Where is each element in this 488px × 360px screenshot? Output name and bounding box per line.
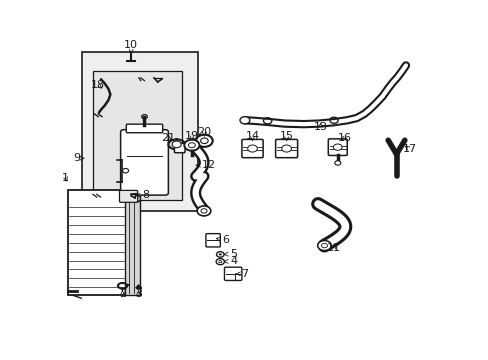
Text: 5: 5 — [224, 249, 237, 259]
Text: 19: 19 — [184, 131, 199, 141]
Circle shape — [122, 168, 128, 173]
FancyBboxPatch shape — [224, 267, 242, 280]
Text: 17: 17 — [402, 144, 416, 154]
Text: 4: 4 — [224, 256, 237, 266]
Circle shape — [197, 206, 210, 216]
FancyBboxPatch shape — [205, 234, 220, 247]
Text: 2: 2 — [119, 289, 126, 299]
FancyBboxPatch shape — [126, 124, 163, 133]
Circle shape — [200, 138, 208, 144]
Text: 9: 9 — [73, 153, 83, 163]
Text: 11: 11 — [326, 243, 340, 253]
Bar — [68, 190, 134, 296]
Text: 16: 16 — [337, 133, 351, 143]
Circle shape — [184, 140, 199, 151]
FancyBboxPatch shape — [119, 190, 138, 202]
Circle shape — [216, 258, 224, 265]
Circle shape — [240, 117, 249, 124]
Text: 18: 18 — [91, 80, 105, 90]
Circle shape — [334, 161, 340, 165]
Circle shape — [172, 141, 181, 148]
FancyBboxPatch shape — [174, 143, 184, 153]
FancyBboxPatch shape — [327, 139, 346, 156]
Circle shape — [196, 135, 212, 147]
Text: 13: 13 — [313, 122, 327, 132]
Text: 15: 15 — [279, 131, 293, 141]
Circle shape — [333, 144, 342, 150]
Circle shape — [216, 252, 224, 257]
Text: 10: 10 — [124, 40, 138, 53]
Text: 1: 1 — [62, 173, 69, 183]
Text: 7: 7 — [235, 269, 248, 279]
FancyBboxPatch shape — [242, 139, 263, 158]
Text: 6: 6 — [216, 235, 229, 245]
Circle shape — [218, 261, 222, 263]
Circle shape — [321, 243, 327, 248]
Circle shape — [201, 209, 206, 213]
Circle shape — [317, 240, 331, 251]
Text: 14: 14 — [245, 131, 259, 141]
Bar — [124, 190, 140, 296]
Circle shape — [218, 253, 222, 256]
Text: 21: 21 — [161, 133, 175, 143]
Text: 12: 12 — [196, 160, 216, 170]
Bar — [82, 51, 197, 211]
Bar — [93, 71, 182, 200]
Circle shape — [281, 145, 291, 152]
FancyBboxPatch shape — [275, 139, 297, 158]
Text: 3: 3 — [135, 289, 142, 299]
Text: 20: 20 — [197, 127, 211, 138]
Circle shape — [247, 145, 257, 152]
FancyBboxPatch shape — [121, 130, 168, 195]
Circle shape — [188, 143, 195, 148]
Text: 8: 8 — [136, 190, 149, 200]
